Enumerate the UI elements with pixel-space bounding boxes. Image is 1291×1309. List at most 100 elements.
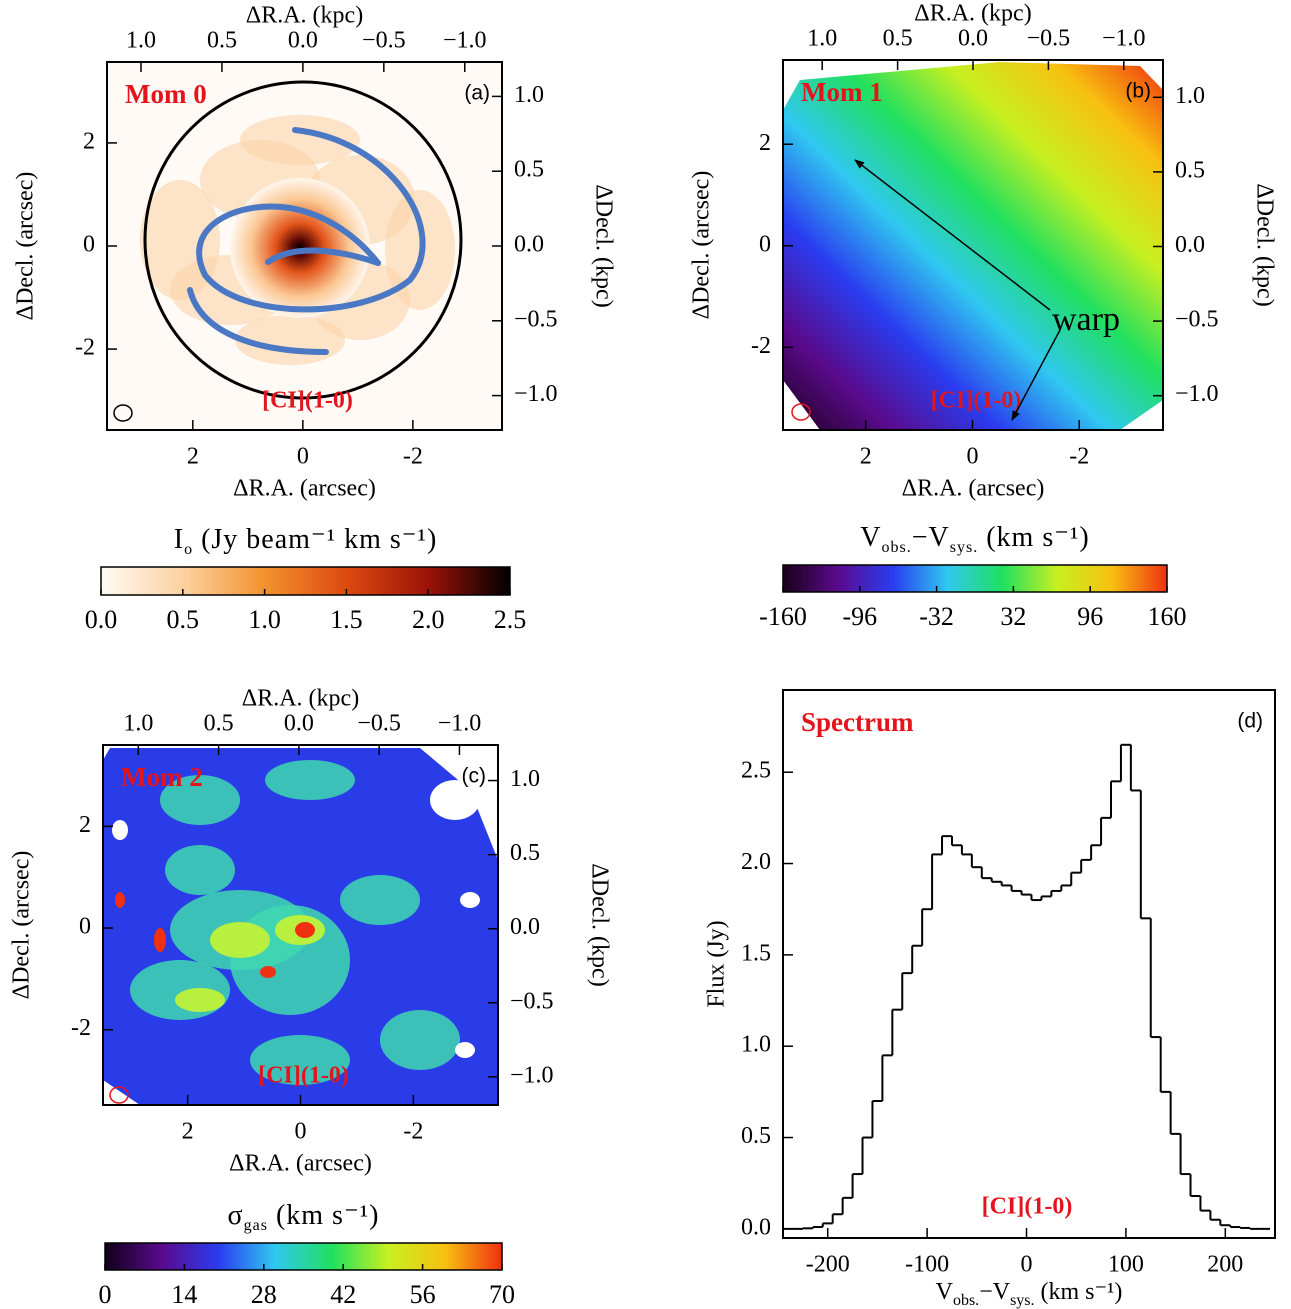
panel-title: Mom 2 bbox=[121, 762, 203, 792]
panel-title: Mom 0 bbox=[125, 79, 207, 109]
tick-label: 100 bbox=[1108, 1252, 1144, 1278]
tick-label: 0.5 bbox=[741, 1123, 771, 1149]
label-part: V bbox=[860, 522, 881, 553]
label-part: σ bbox=[228, 1200, 244, 1231]
label-part: I bbox=[174, 524, 184, 555]
colorbar-tick-label: 0 bbox=[99, 1280, 112, 1309]
y-axis-label: ΔDecl. (arcsec) bbox=[9, 851, 35, 1000]
plot-area bbox=[107, 62, 502, 430]
step-connector bbox=[801, 744, 1252, 1229]
dispersion-peak bbox=[115, 892, 125, 908]
tick-label: 1.0 bbox=[123, 711, 153, 737]
tick-label: 2 bbox=[187, 444, 199, 470]
tick-label: 2 bbox=[79, 812, 91, 838]
tick-label: 2.5 bbox=[741, 758, 771, 784]
y2-axis-label: ΔDecl. (kpc) bbox=[590, 184, 616, 307]
colorbar-tick-label: -160 bbox=[759, 602, 807, 631]
colorbar-tick-label: 1.5 bbox=[330, 605, 363, 634]
tick-label: 0.0 bbox=[1175, 232, 1205, 258]
plot-area bbox=[783, 743, 1271, 1230]
blank bbox=[460, 892, 480, 908]
tick-label: 0 bbox=[1021, 1252, 1033, 1278]
panel-label: (b) bbox=[1125, 80, 1151, 103]
tick-label: −0.5 bbox=[1175, 307, 1219, 333]
tick-label: −0.5 bbox=[510, 988, 554, 1014]
beam bbox=[109, 1086, 129, 1104]
dispersion-patch bbox=[380, 1010, 460, 1070]
colorbar-tick-label: 0.0 bbox=[85, 605, 118, 634]
tick-label: 2 bbox=[83, 128, 95, 154]
dispersion-patch bbox=[130, 960, 230, 1020]
line-label: [CI](1-0) bbox=[982, 1194, 1073, 1220]
tick-label: −1.0 bbox=[438, 711, 482, 737]
colorbar-tick-label: 0.5 bbox=[167, 605, 200, 634]
plot-area bbox=[783, 62, 1163, 430]
tick-label: 2 bbox=[860, 444, 872, 470]
dispersion-peak bbox=[154, 928, 166, 952]
dispersion-patch bbox=[175, 988, 225, 1012]
tick-label: 1.0 bbox=[807, 26, 837, 52]
blank bbox=[430, 780, 480, 820]
tick-label: 0.0 bbox=[510, 914, 540, 940]
aperture bbox=[143, 80, 463, 400]
tick-label: 0.5 bbox=[1175, 157, 1205, 183]
tick-label: −0.5 bbox=[1027, 26, 1071, 52]
label-part: (km s⁻¹) bbox=[978, 522, 1090, 553]
label-part: −V bbox=[912, 522, 950, 553]
tick-label: -2 bbox=[75, 335, 95, 361]
tick-label: 0 bbox=[79, 914, 91, 940]
colorbar-tick-label: 14 bbox=[171, 1280, 197, 1309]
colorbar-tick-label: 2.0 bbox=[412, 605, 445, 634]
y2-axis-label: ΔDecl. (kpc) bbox=[586, 863, 612, 986]
x2-axis-label: ΔR.A. (kpc) bbox=[242, 686, 359, 712]
tick-label: -2 bbox=[403, 1119, 423, 1145]
dispersion-peak bbox=[260, 966, 276, 978]
colorbar bbox=[100, 566, 511, 596]
warp-label: warp bbox=[1052, 301, 1120, 338]
tick-label: −1.0 bbox=[443, 28, 487, 54]
tick-label: 0.0 bbox=[514, 232, 544, 258]
dispersion-patch bbox=[210, 922, 270, 958]
line-label: [CI](1-0) bbox=[262, 388, 353, 414]
tick-label: −1.0 bbox=[1102, 26, 1146, 52]
label-part: (km s⁻¹) bbox=[268, 1200, 380, 1231]
tick-label: 0.5 bbox=[204, 711, 234, 737]
warp-arrow bbox=[1011, 329, 1061, 421]
x-axis-label: Vobs.−Vsys. (km s⁻¹) bbox=[936, 1279, 1123, 1309]
tick-label: 1.5 bbox=[741, 940, 771, 966]
tick-label: 0 bbox=[83, 232, 95, 258]
panel-title: Mom 1 bbox=[801, 77, 883, 107]
colorbar-tick-label: 28 bbox=[251, 1280, 277, 1309]
dispersion-patch bbox=[250, 1035, 350, 1085]
label-part: V bbox=[936, 1279, 954, 1305]
tick-label: 0.5 bbox=[510, 840, 540, 866]
colorbar bbox=[104, 1242, 503, 1271]
x-axis-label: ΔR.A. (arcsec) bbox=[233, 476, 376, 502]
tick-label: −0.5 bbox=[357, 711, 401, 737]
label-part: obs. bbox=[953, 1292, 979, 1309]
line-label: [CI](1-0) bbox=[258, 1063, 349, 1089]
tick-label: 0.0 bbox=[288, 28, 318, 54]
line-label: [CI](1-0) bbox=[931, 388, 1022, 414]
y-axis-label: ΔDecl. (arcsec) bbox=[689, 171, 715, 320]
emission bbox=[240, 115, 360, 165]
label-part: sys. bbox=[1010, 1292, 1034, 1309]
colorbar-tick-label: 160 bbox=[1148, 602, 1187, 631]
warp-arrow bbox=[854, 159, 1051, 311]
panel-label: (c) bbox=[462, 765, 487, 788]
tick-label: −1.0 bbox=[514, 381, 558, 407]
panel-label: (d) bbox=[1237, 710, 1263, 733]
colorbar-tick-label: -96 bbox=[842, 602, 877, 631]
tick-label: -2 bbox=[751, 333, 771, 359]
tick-label: 0 bbox=[295, 1119, 307, 1145]
beam bbox=[791, 403, 811, 421]
colorbar-label: Vobs.−Vsys. (km s⁻¹) bbox=[860, 522, 1089, 556]
colorbar-tick-label: 42 bbox=[330, 1280, 356, 1309]
blank bbox=[455, 1042, 475, 1058]
tick-label: 1.0 bbox=[126, 28, 156, 54]
dispersion-patch bbox=[340, 875, 420, 925]
colorbar-tick-label: 96 bbox=[1077, 602, 1103, 631]
tick-label: 2.0 bbox=[741, 849, 771, 875]
tick-label: 2 bbox=[182, 1119, 194, 1145]
